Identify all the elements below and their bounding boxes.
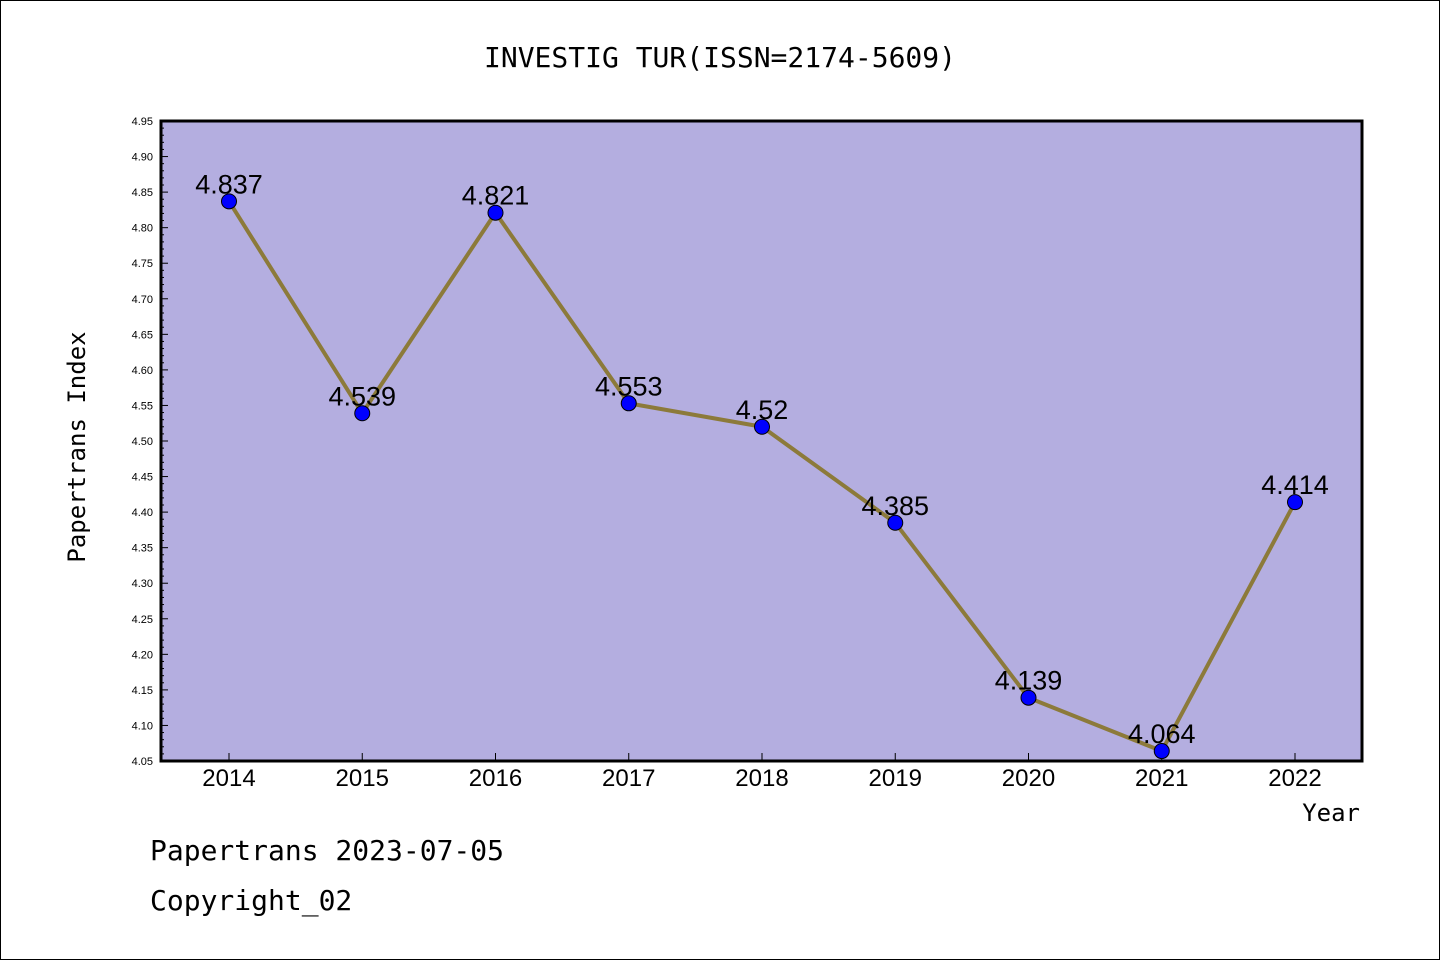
marker-layer [221, 193, 1303, 760]
y-axis-label: Papertrans Index [63, 331, 91, 562]
data-point-marker [487, 204, 504, 221]
chart-title: INVESTIG TUR(ISSN=2174-5609) [484, 41, 956, 74]
y-tick-label: 4.95 [132, 116, 153, 128]
data-label: 4.139 [995, 666, 1063, 696]
data-label: 4.539 [328, 381, 396, 411]
y-tick-label: 4.05 [132, 756, 153, 768]
y-tick-label: 4.60 [132, 365, 153, 377]
x-axis-ticks: 2014 2015 2016 2017 2018 2019 2020 2021 2022 [202, 753, 1322, 792]
x-tick-label: 2014 [202, 765, 255, 792]
data-label: 4.52 [736, 395, 789, 425]
y-tick-label: 4.75 [132, 258, 153, 270]
data-point-marker [1153, 743, 1170, 760]
data-label: 4.553 [595, 371, 663, 401]
x-tick-label: 2015 [336, 765, 389, 792]
data-label-layer: 4.837 4.539 4.821 4.553 4.52 4.385 4.139 4.064 4… [195, 169, 1329, 749]
x-axis-label: Year [1302, 799, 1360, 827]
data-label: 4.385 [861, 491, 929, 521]
y-tick-label: 4.55 [132, 400, 153, 412]
y-tick-label: 4.90 [132, 152, 153, 164]
y-tick-label: 4.70 [132, 294, 153, 306]
data-point-marker [354, 405, 371, 422]
y-tick-label: 4.15 [132, 685, 153, 697]
data-point-marker [221, 193, 237, 210]
y-tick-label: 4.45 [132, 472, 153, 484]
x-tick-label: 2022 [1268, 765, 1321, 792]
data-point-marker [754, 418, 770, 435]
x-tick-label: 2020 [1002, 765, 1055, 792]
data-point-marker [1020, 689, 1037, 706]
data-label: 4.821 [462, 181, 530, 211]
y-tick-label: 4.25 [132, 614, 153, 626]
y-tick-label: 4.30 [132, 578, 153, 590]
data-label: 4.064 [1128, 719, 1196, 749]
footer-copyright: Copyright_02 [150, 884, 353, 917]
data-label: 4.414 [1261, 470, 1329, 500]
data-point-marker [887, 514, 904, 531]
y-tick-label: 4.80 [132, 223, 153, 235]
y-tick-label: 4.85 [132, 187, 153, 199]
x-tick-label: 2016 [469, 765, 522, 792]
y-tick-label: 4.40 [132, 507, 153, 519]
y-axis-ticks: 4.05 4.10 4.15 4.20 4.25 4.30 4.35 4.40 4.45 4.50… [132, 116, 168, 768]
x-tick-label: 2019 [869, 765, 922, 792]
x-tick-label: 2017 [602, 765, 655, 792]
plot-area [159, 119, 1364, 763]
x-tick-label: 2021 [1135, 765, 1188, 792]
y-tick-label: 4.50 [132, 436, 153, 448]
y-tick-label: 4.65 [132, 329, 153, 341]
y-tick-label: 4.10 [132, 720, 153, 732]
y-tick-label: 4.35 [132, 543, 153, 555]
x-tick-label: 2018 [735, 765, 788, 792]
footer-date-line: Papertrans 2023-07-05 [150, 834, 505, 867]
data-point-marker [1287, 494, 1303, 511]
data-label: 4.837 [195, 169, 263, 199]
data-point-marker [620, 395, 637, 412]
y-tick-label: 4.20 [132, 649, 153, 661]
